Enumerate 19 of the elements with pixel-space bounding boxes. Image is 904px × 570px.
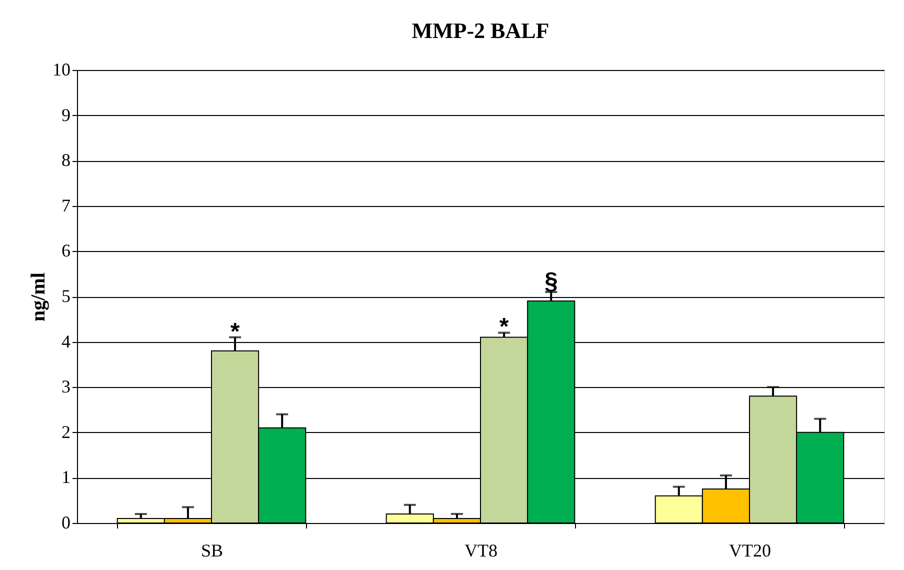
- y-tick-label: 9: [62, 104, 70, 125]
- y-tick-label: 7: [62, 195, 70, 216]
- chart-title: MMP-2 BALF: [412, 18, 550, 43]
- annotation: §: [544, 268, 558, 295]
- y-tick-label: 4: [62, 331, 70, 352]
- y-tick-label: 8: [62, 150, 70, 170]
- x-tick-label: VT20: [729, 540, 771, 560]
- y-tick-label: 5: [62, 286, 70, 306]
- y-tick-label: 6: [62, 240, 70, 261]
- y-tick-label: 3: [62, 376, 70, 397]
- y-tick-label: 0: [62, 512, 70, 532]
- y-tick-label: 1: [62, 467, 70, 488]
- y-axis-title: ng/ml: [28, 272, 50, 322]
- x-tick-label: SB: [200, 540, 224, 560]
- annotation: *: [230, 318, 240, 346]
- annotation: *: [499, 314, 510, 341]
- y-tick-label: 2: [62, 422, 70, 442]
- y-tick-label: 10: [52, 60, 70, 80]
- x-tick-label: VT8: [464, 540, 498, 560]
